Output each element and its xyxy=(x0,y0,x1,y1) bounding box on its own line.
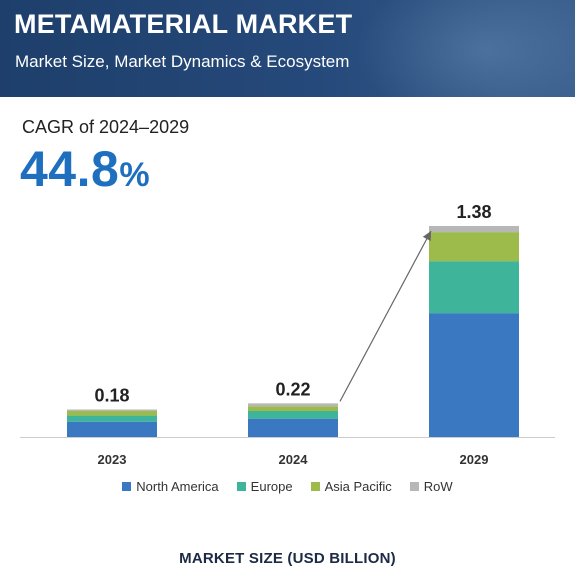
cagr-value: 44.8% xyxy=(20,140,150,198)
x-tick-label-2024: 2024 xyxy=(279,452,309,467)
legend-label: RoW xyxy=(423,479,453,494)
bar-total-label-2023: 0.18 xyxy=(94,385,129,405)
legend-label: Europe xyxy=(250,479,293,494)
bar-total-label-2029: 1.38 xyxy=(456,202,491,222)
report-title: METAMATERIAL MARKET xyxy=(14,9,353,39)
bar-segment-2023-europe xyxy=(67,415,157,422)
growth-arrow-head xyxy=(422,231,431,242)
bar-segment-2029-north-america xyxy=(429,313,519,437)
cagr-number: 44.8 xyxy=(20,141,120,197)
bar-segment-2024-europe xyxy=(248,411,338,419)
legend-item-north-america: North America xyxy=(122,479,219,494)
legend-swatch xyxy=(236,482,246,491)
x-tick-label-2023: 2023 xyxy=(98,452,127,467)
legend-swatch xyxy=(310,482,320,491)
bar-segment-2029-asia-pacific xyxy=(429,232,519,262)
bar-segment-2024-north-america xyxy=(248,418,338,437)
legend-item-row: RoW xyxy=(409,479,453,494)
bar-segment-2029-europe xyxy=(429,261,519,314)
chart-title: MARKET SIZE (USD BILLION) xyxy=(179,550,396,567)
chart-legend: North America Europe Asia Pacific RoW xyxy=(0,479,575,494)
growth-arrow-line xyxy=(339,230,432,402)
x-tick-label-2029: 2029 xyxy=(460,452,489,467)
banner-decoration xyxy=(355,0,575,97)
bar-segment-2023-asia-pacific xyxy=(67,411,157,416)
legend-item-europe: Europe xyxy=(236,479,293,494)
legend-label: North America xyxy=(136,479,219,494)
report-subtitle: Market Size, Market Dynamics & Ecosystem xyxy=(15,52,350,71)
bar-segment-2029-row xyxy=(429,226,519,233)
bar-segment-2023-row xyxy=(67,409,157,412)
legend-swatch xyxy=(409,482,419,491)
bar-segment-2024-asia-pacific xyxy=(248,406,338,412)
legend-label: Asia Pacific xyxy=(324,479,392,494)
bar-segment-2024-row xyxy=(248,403,338,407)
cagr-unit: % xyxy=(119,156,151,194)
legend-item-asia-pacific: Asia Pacific xyxy=(310,479,392,494)
legend-swatch xyxy=(122,482,132,491)
header-banner: METAMATERIAL MARKET Market Size, Market … xyxy=(0,0,575,97)
market-size-chart: 0.18 2023 0.22 2024 1.38 2029 xyxy=(20,202,555,467)
bar-segment-2023-north-america xyxy=(67,421,157,437)
bar-total-label-2024: 0.22 xyxy=(275,379,310,399)
cagr-label: CAGR of 2024–2029 xyxy=(22,117,190,137)
